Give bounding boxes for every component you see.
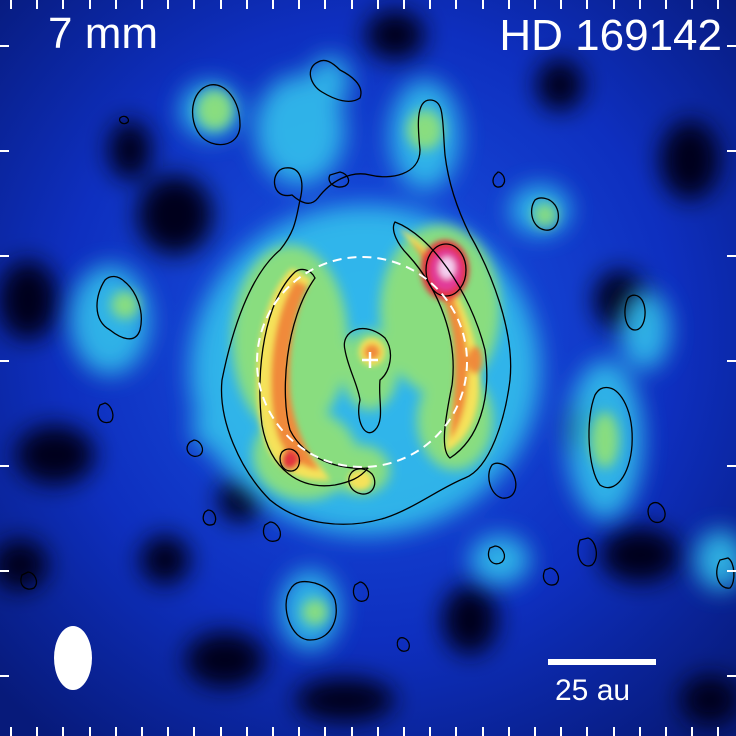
contours bbox=[20, 59, 735, 652]
right-axis-tick bbox=[727, 150, 736, 152]
left-axis-tick bbox=[0, 150, 9, 152]
left-axis-tick bbox=[0, 45, 9, 47]
top-axis-tick bbox=[665, 0, 667, 9]
reference-ring bbox=[256, 256, 468, 468]
bottom-axis-tick bbox=[717, 727, 719, 736]
bottom-axis-tick bbox=[560, 727, 562, 736]
bottom-axis-tick bbox=[455, 727, 457, 736]
top-axis-tick bbox=[167, 0, 169, 9]
bottom-axis-tick bbox=[639, 727, 641, 736]
right-axis-tick bbox=[727, 570, 736, 572]
bottom-axis-tick bbox=[377, 727, 379, 736]
left-axis-tick bbox=[0, 255, 9, 257]
top-axis-tick bbox=[403, 0, 405, 9]
bottom-axis-tick bbox=[141, 727, 143, 736]
bottom-axis-tick bbox=[272, 727, 274, 736]
top-axis-tick bbox=[298, 0, 300, 9]
top-axis-tick bbox=[691, 0, 693, 9]
bottom-axis-tick bbox=[534, 727, 536, 736]
scale-bar bbox=[548, 659, 656, 665]
top-axis-tick bbox=[89, 0, 91, 9]
top-axis-tick bbox=[193, 0, 195, 9]
top-axis-tick bbox=[586, 0, 588, 9]
bottom-axis-tick bbox=[665, 727, 667, 736]
wavelength-label: 7 mm bbox=[48, 9, 158, 58]
top-axis-tick bbox=[482, 0, 484, 9]
top-axis-tick bbox=[429, 0, 431, 9]
bottom-axis-tick bbox=[115, 727, 117, 736]
bottom-axis-tick bbox=[193, 727, 195, 736]
top-axis-tick bbox=[62, 0, 64, 9]
left-axis-tick bbox=[0, 570, 9, 572]
top-axis-tick bbox=[10, 0, 12, 9]
top-axis-tick bbox=[455, 0, 457, 9]
right-axis-tick bbox=[727, 465, 736, 467]
top-axis-tick bbox=[220, 0, 222, 9]
right-axis-tick bbox=[727, 45, 736, 47]
bottom-axis-tick bbox=[691, 727, 693, 736]
top-axis-tick bbox=[560, 0, 562, 9]
right-axis-tick bbox=[727, 675, 736, 677]
top-axis-tick bbox=[534, 0, 536, 9]
top-axis-tick bbox=[351, 0, 353, 9]
top-axis-tick bbox=[272, 0, 274, 9]
top-axis-tick bbox=[115, 0, 117, 9]
top-axis-tick bbox=[377, 0, 379, 9]
scale-bar-label: 25 au bbox=[555, 674, 631, 707]
bottom-axis-tick bbox=[298, 727, 300, 736]
top-axis-tick bbox=[141, 0, 143, 9]
bottom-axis-tick bbox=[613, 727, 615, 736]
bottom-axis-tick bbox=[89, 727, 91, 736]
left-axis-tick bbox=[0, 360, 9, 362]
bottom-axis-tick bbox=[62, 727, 64, 736]
bottom-axis-tick bbox=[429, 727, 431, 736]
top-axis-tick bbox=[246, 0, 248, 9]
bottom-axis-tick bbox=[246, 727, 248, 736]
top-axis-tick bbox=[639, 0, 641, 9]
beam-ellipse-icon bbox=[54, 626, 92, 690]
bottom-axis-tick bbox=[586, 727, 588, 736]
bottom-axis-tick bbox=[167, 727, 169, 736]
bottom-axis-tick bbox=[351, 727, 353, 736]
right-axis-tick bbox=[727, 360, 736, 362]
top-axis-tick bbox=[36, 0, 38, 9]
bottom-axis-tick bbox=[508, 727, 510, 736]
top-axis-tick bbox=[508, 0, 510, 9]
bottom-axis-tick bbox=[36, 727, 38, 736]
left-axis-tick bbox=[0, 675, 9, 677]
bottom-axis-tick bbox=[403, 727, 405, 736]
bottom-axis-tick bbox=[324, 727, 326, 736]
bottom-axis-tick bbox=[220, 727, 222, 736]
right-axis-tick bbox=[727, 255, 736, 257]
target-name-label: HD 169142 bbox=[499, 11, 722, 60]
star-marker-icon bbox=[362, 352, 378, 368]
bottom-axis-tick bbox=[482, 727, 484, 736]
left-axis-tick bbox=[0, 465, 9, 467]
top-axis-tick bbox=[324, 0, 326, 9]
top-axis-tick bbox=[613, 0, 615, 9]
bottom-axis-tick bbox=[10, 727, 12, 736]
top-axis-tick bbox=[717, 0, 719, 9]
